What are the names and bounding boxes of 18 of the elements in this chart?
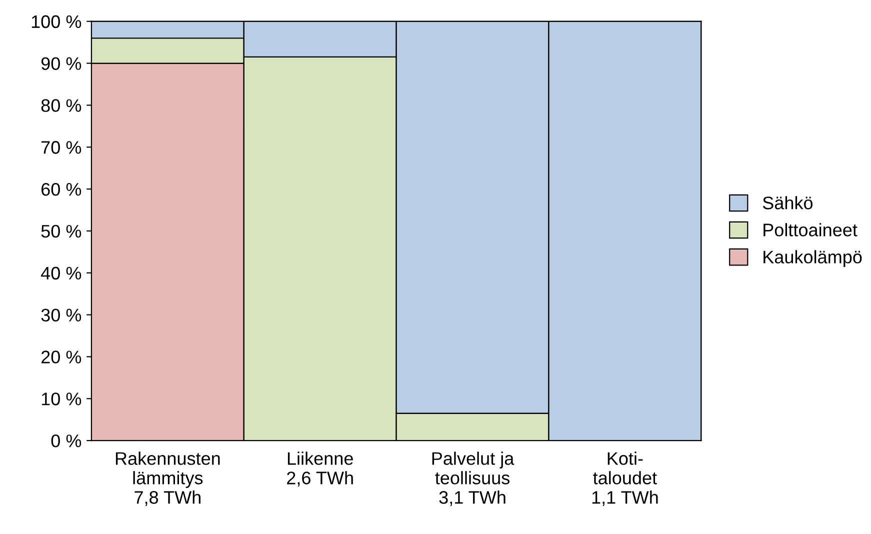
y-tick-label: 100 % — [32, 15, 82, 28]
legend-label: Polttoaineet — [764, 223, 858, 236]
y-tick-label: 30 % — [41, 308, 82, 322]
x-tick-label: Koti- taloudet 1,1 TWh — [592, 452, 658, 506]
legend-label: Sähkö — [762, 196, 813, 210]
y-tick-label: 80 % — [41, 99, 82, 112]
x-tick-label: Rakennusten lämmitys 7,8 TWh — [116, 452, 220, 506]
y-tick-label: 60 % — [41, 182, 82, 196]
y-tick-label: 10 % — [42, 392, 82, 406]
y-tick-label: 20 % — [41, 350, 82, 364]
y-tick-label: 90 % — [41, 57, 82, 70]
y-tick-label: 50 % — [41, 224, 82, 238]
y-tick-label: 40 % — [40, 266, 82, 280]
y-tick-label: 0 % — [51, 434, 82, 448]
y-tick-label: 70 % — [42, 141, 82, 154]
x-tick-label: Liikenne 2,6 TWh — [287, 452, 353, 487]
legend-label: Kaukolämpö — [764, 250, 862, 267]
x-tick-label: Palvelut ja teollisuus 3,1 TWh — [432, 452, 514, 506]
